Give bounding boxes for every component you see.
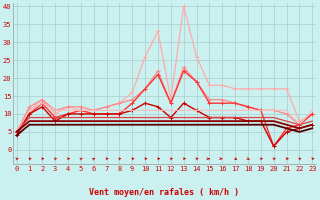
X-axis label: Vent moyen/en rafales ( km/h ): Vent moyen/en rafales ( km/h ) — [89, 188, 239, 197]
